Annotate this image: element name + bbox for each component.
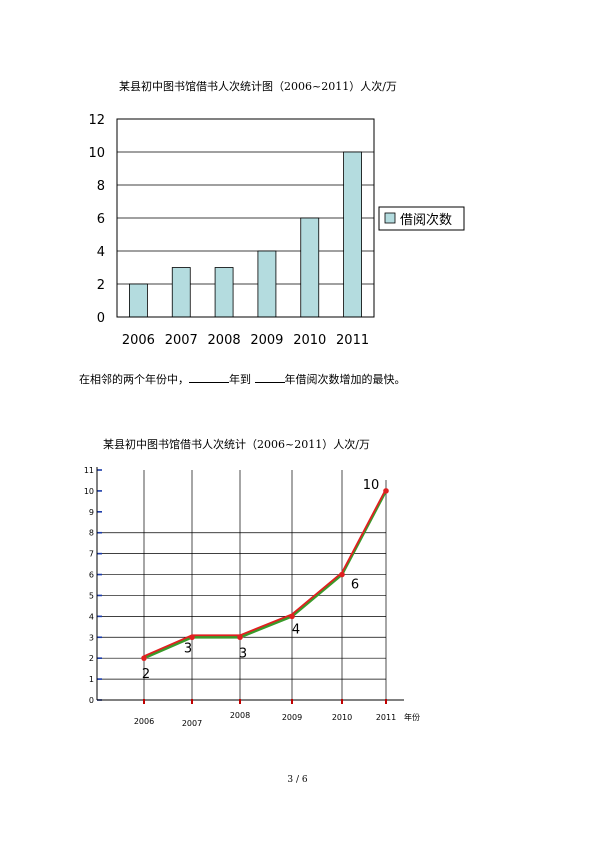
- bar-chart: 0 2 4 6 8 10 12 2006 2007 2008 2009 2010 2011 借阅次数: [88, 113, 465, 348]
- legend-swatch: [384, 212, 396, 224]
- series-line-red: [143, 488, 387, 658]
- y-tick-label: 1: [89, 675, 94, 684]
- line-chart-y-tick-labels: 0 1 2 3 4 5 6 7 8 9 10 11: [84, 466, 94, 705]
- bar-chart-legend: 借阅次数: [378, 206, 465, 231]
- y-tick-label: 6: [97, 212, 105, 227]
- data-point-2006: [141, 655, 147, 661]
- y-tick-label: 9: [89, 508, 94, 517]
- data-label: 3: [184, 641, 192, 656]
- data-label: 6: [351, 578, 359, 593]
- data-point-2007: [189, 634, 195, 641]
- x-tick-label: 2009: [282, 713, 302, 722]
- data-label: 4: [292, 622, 300, 637]
- question-part-2: 年到: [229, 373, 251, 386]
- data-point-2011: [383, 488, 389, 494]
- data-label: 10: [363, 478, 380, 493]
- y-tick-label: 11: [84, 466, 94, 475]
- legend-label: 借阅次数: [400, 212, 452, 228]
- y-tick-label: 8: [97, 179, 105, 194]
- series-line-green: [143, 490, 388, 660]
- x-tick-label: 2006: [134, 717, 154, 726]
- question-part-3: 年借阅次数增加的最快。: [284, 373, 406, 386]
- x-tick-label: 2011: [376, 713, 396, 722]
- bar-chart-plot-frame: [116, 118, 375, 318]
- x-tick-label: 2006: [122, 333, 155, 348]
- x-tick-label: 2010: [332, 713, 352, 722]
- line-chart-series: [143, 488, 388, 660]
- y-tick-label: 3: [89, 633, 94, 642]
- y-tick-label: 4: [97, 245, 105, 260]
- bar-chart-x-tick-labels: 2006 2007 2008 2009 2010 2011: [122, 333, 369, 348]
- y-tick-label: 8: [89, 529, 94, 538]
- x-tick-label: 2009: [250, 333, 283, 348]
- data-point-2010: [339, 571, 345, 578]
- line-chart-data-labels: 2 3 3 4 6 10: [142, 478, 379, 682]
- line-chart-x-axis-label: 年份: [404, 712, 420, 722]
- y-tick-label: 12: [88, 113, 105, 128]
- data-point-2009: [289, 613, 295, 620]
- line-chart-x-tick-labels: 2006 2007 2008 2009 2010 2011: [134, 711, 396, 728]
- answer-blank-1[interactable]: [189, 371, 229, 383]
- y-tick-label: 10: [88, 146, 105, 161]
- x-tick-label: 2008: [208, 333, 241, 348]
- y-tick-label: 6: [89, 571, 94, 580]
- y-tick-label: 7: [89, 550, 94, 559]
- legend-frame: [378, 206, 465, 231]
- data-label: 2: [142, 667, 150, 682]
- line-chart-gridlines: [97, 470, 386, 700]
- line-chart-title: 某县初中图书馆借书人次统计（2006~2011）人次/万: [103, 438, 370, 451]
- page-number: 3 / 6: [287, 775, 308, 785]
- x-tick-label: 2008: [230, 711, 250, 720]
- y-tick-label: 5: [89, 591, 94, 600]
- data-point-2008: [237, 634, 243, 641]
- data-label: 3: [239, 646, 247, 661]
- y-tick-label: 2: [89, 654, 94, 663]
- y-tick-label: 4: [89, 612, 94, 621]
- y-tick-label: 10: [84, 487, 94, 496]
- line-chart-axes: [96, 467, 404, 704]
- x-tick-label: 2007: [165, 333, 198, 348]
- x-tick-label: 2011: [336, 333, 369, 348]
- question-text: 在相邻的两个年份中， 年到 年借阅次数增加的最快。: [79, 371, 406, 387]
- x-tick-label: 2007: [182, 719, 202, 728]
- y-tick-label: 0: [89, 696, 94, 705]
- x-tick-label: 2010: [293, 333, 326, 348]
- y-tick-label: 2: [97, 278, 105, 293]
- answer-blank-2[interactable]: [254, 371, 285, 383]
- question-part-1: 在相邻的两个年份中，: [79, 373, 189, 386]
- bar-chart-title: 某县初中图书馆借书人次统计图（2006~2011）人次/万: [119, 80, 397, 93]
- line-chart-markers: [141, 488, 389, 661]
- y-tick-label: 0: [97, 311, 105, 326]
- bar-chart-gridlines: [117, 151, 374, 285]
- bar-chart-y-tick-labels: 0 2 4 6 8 10 12: [88, 113, 105, 326]
